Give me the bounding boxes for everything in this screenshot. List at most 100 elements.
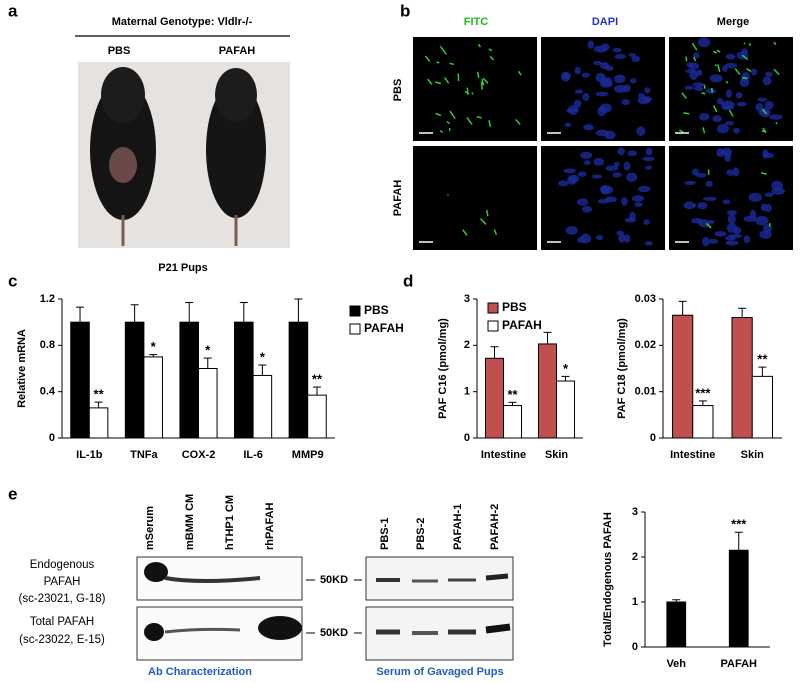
nucleus [735,92,743,99]
panel-letter: e [8,484,17,503]
fitc-signal [681,92,687,99]
nucleus [724,62,737,69]
nucleus [613,74,626,84]
lane-label: PAFAH-1 [452,504,464,550]
x-tick-label: PAFAH [721,658,758,670]
row-label: (sc-23022, E-15) [19,634,105,646]
nucleus [759,230,772,239]
lane-label: hTHP1 CM [224,495,236,550]
significance: * [151,339,157,354]
nucleus [631,55,641,63]
nucleus [697,201,708,210]
micrograph [413,37,537,141]
fitc-signal [773,41,777,46]
x-tick-label: IL-1b [76,449,103,461]
nucleus [618,234,626,243]
fitc-signal [775,121,778,125]
nucleus [695,69,703,77]
nucleus [624,217,637,223]
fitc-signal [746,67,752,73]
y-tick-label: 2 [632,551,638,563]
bar [288,321,309,439]
nucleus [582,92,590,102]
nucleus [583,160,591,166]
nucleus [563,168,576,174]
fitc-signal [703,84,706,89]
nucleus [621,99,630,106]
y-tick-label: 0.01 [635,386,656,398]
group-label: PAFAH [219,45,256,57]
bar [307,394,327,439]
x-tick-label: IL-6 [243,449,263,461]
y-tick-label: 0.4 [40,386,56,398]
nucleus [595,234,604,241]
fitc-signal [762,127,767,133]
nucleus [576,198,589,206]
nucleus [689,62,700,70]
nucleus [591,174,603,179]
fitc-signal [480,218,487,225]
nucleus [736,101,747,107]
nucleus [581,205,593,213]
nucleus [605,165,619,172]
nucleus [708,238,719,244]
nucleus [581,72,591,78]
size-marker: 50KD [320,574,348,586]
micrograph [669,146,793,250]
fitc-signal [435,112,442,117]
nucleus [705,180,713,187]
y-tick-label: 1 [632,596,638,608]
y-tick-label: 0 [632,641,638,653]
fitc-signal [488,120,492,128]
fitc-signal [712,50,718,54]
group-label: PBS [108,45,131,57]
bar [88,407,109,439]
x-tick-label: Skin [741,449,765,461]
nucleus [634,202,643,208]
nucleus [568,174,580,184]
nucleus [724,120,735,126]
x-tick-label: Skin [545,449,569,461]
nucleus [617,147,626,156]
column-header: DAPI [592,16,618,28]
nucleus [629,78,637,84]
bar [234,321,254,439]
bar [484,357,505,439]
nucleus [587,40,594,49]
nucleus [692,82,705,87]
nucleus [739,77,750,88]
y-axis-label: PAF C16 (pmol/mg) [437,318,449,419]
fitc-signal [489,55,495,61]
nucleus [684,85,694,90]
nucleus [724,236,737,241]
y-tick-label: 1.2 [40,293,55,305]
nucleus [721,65,728,73]
nucleus [743,215,757,222]
bar [70,321,90,439]
fitc-signal [480,81,483,90]
nucleus [757,97,768,102]
x-tick-label: Intestine [481,449,526,461]
bar [751,375,773,439]
bar [666,601,687,648]
fitc-signal [462,229,468,236]
row-label: Total PAFAH [30,616,94,628]
fitc-signal [515,118,521,126]
significance: * [260,349,266,364]
nucleus [685,68,697,74]
fitc-signal [482,77,489,84]
nucleus [612,172,622,178]
nucleus [595,91,609,97]
nucleus [560,71,571,82]
fitc-signal [446,120,451,125]
lane-label: mSerum [144,506,156,550]
nucleus [755,215,769,226]
fitc-signal [741,54,749,61]
nucleus [577,171,587,177]
legend-swatch [487,302,499,314]
panel-letter: d [403,271,413,290]
nucleus [751,68,758,76]
nucleus [592,60,603,66]
fitc-signal [693,56,697,62]
fitc-signal [748,43,751,47]
